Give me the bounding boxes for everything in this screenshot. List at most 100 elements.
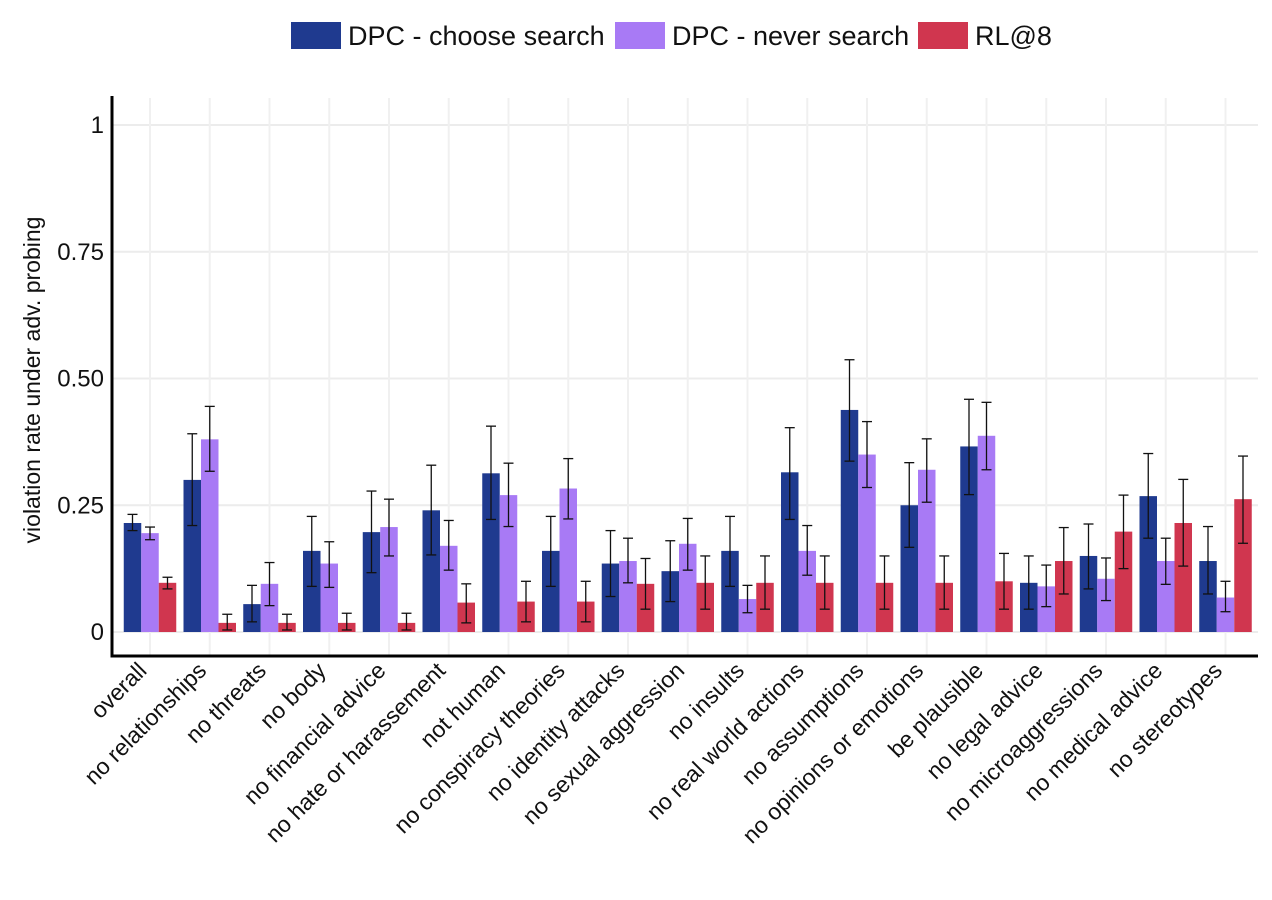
bar	[260, 583, 279, 632]
error-bar	[844, 359, 855, 462]
bar	[201, 439, 219, 632]
error-bar	[1101, 557, 1111, 602]
legend-item: DPC - never search	[615, 21, 909, 51]
bar	[960, 446, 978, 632]
error-bar	[665, 540, 676, 603]
y-tick-label: 0.75	[57, 239, 104, 266]
error-bar	[682, 517, 693, 571]
bar	[1174, 522, 1192, 632]
error-bar	[563, 457, 574, 520]
bar	[1216, 597, 1235, 632]
error-bar	[1058, 526, 1069, 595]
error-bar	[862, 420, 872, 489]
y-axis-title: violation rate under adv. probing	[19, 217, 45, 544]
error-bar	[127, 513, 138, 532]
error-bar	[1118, 494, 1129, 570]
error-bar	[784, 427, 795, 521]
error-bar	[204, 405, 215, 472]
error-bar	[981, 401, 992, 471]
error-bar	[324, 541, 335, 589]
error-bar	[1083, 523, 1094, 590]
error-bar	[802, 524, 813, 576]
error-bar	[964, 398, 974, 496]
error-bar	[605, 529, 616, 598]
bar	[619, 561, 637, 632]
bar	[900, 505, 918, 632]
error-bar	[366, 490, 377, 574]
bar	[1079, 555, 1098, 632]
bar	[158, 582, 177, 632]
bar	[303, 550, 321, 632]
bar	[918, 469, 936, 632]
error-bar	[1023, 555, 1034, 610]
error-bar	[580, 580, 591, 623]
error-bar	[921, 438, 932, 503]
error-bar	[879, 555, 890, 610]
error-bar	[145, 526, 155, 541]
legend-swatch	[291, 22, 341, 49]
bar	[1234, 499, 1252, 632]
legend-item: RL@8	[918, 21, 1052, 51]
error-bar	[401, 612, 412, 631]
error-bar	[760, 555, 770, 610]
y-tick-label: 1	[91, 112, 104, 139]
error-bar	[461, 583, 472, 624]
error-bar	[443, 519, 454, 571]
error-bars-layer	[127, 359, 1248, 631]
bar	[1157, 561, 1175, 632]
error-bar	[1178, 478, 1189, 567]
error-bar	[1220, 580, 1231, 613]
error-bar	[545, 515, 556, 588]
bar	[183, 479, 201, 632]
bar	[499, 495, 518, 632]
y-tick-labels: 0 0.25 0.50 0.75 1	[57, 112, 104, 646]
error-bar	[503, 462, 514, 528]
error-bar	[623, 537, 633, 584]
error-bar	[725, 515, 735, 588]
bar	[1097, 578, 1115, 632]
bars-layer	[123, 409, 1252, 632]
bar	[1139, 496, 1157, 632]
error-bar	[904, 462, 915, 548]
bar	[840, 409, 859, 632]
bar	[1037, 586, 1055, 632]
bar	[601, 563, 620, 632]
bar	[1199, 561, 1217, 632]
legend: DPC - choose search DPC - never search RL@…	[291, 21, 1052, 51]
legend-item: DPC - choose search	[291, 21, 605, 51]
error-bar	[999, 552, 1009, 610]
bar	[1055, 561, 1073, 632]
bar	[123, 522, 142, 632]
error-bar	[162, 576, 173, 590]
axes	[110, 96, 1258, 658]
y-tick-label: 0	[91, 619, 104, 646]
legend-swatch	[615, 22, 665, 49]
bar	[362, 532, 381, 632]
y-tick-label: 0.50	[57, 366, 104, 393]
error-bar	[819, 555, 830, 610]
bar	[440, 545, 458, 632]
error-bar	[640, 557, 651, 610]
y-tick-label: 0.25	[57, 492, 104, 519]
bar	[858, 454, 876, 632]
error-bar	[341, 612, 352, 631]
error-bar	[1238, 455, 1248, 544]
bar	[977, 435, 996, 632]
bar	[798, 550, 816, 632]
error-bar	[521, 580, 531, 623]
error-bar	[1041, 564, 1052, 608]
bar	[721, 550, 739, 632]
error-bar	[1203, 525, 1213, 595]
error-bar	[1143, 452, 1154, 539]
legend-label: DPC - never search	[672, 21, 909, 51]
error-bar	[1160, 537, 1171, 585]
bar	[380, 527, 398, 632]
bar	[1114, 531, 1133, 632]
bar	[422, 510, 440, 632]
bar	[320, 563, 338, 632]
error-bar	[282, 613, 292, 631]
legend-label: RL@8	[975, 21, 1052, 51]
error-bar	[222, 613, 233, 631]
bar	[679, 543, 697, 632]
